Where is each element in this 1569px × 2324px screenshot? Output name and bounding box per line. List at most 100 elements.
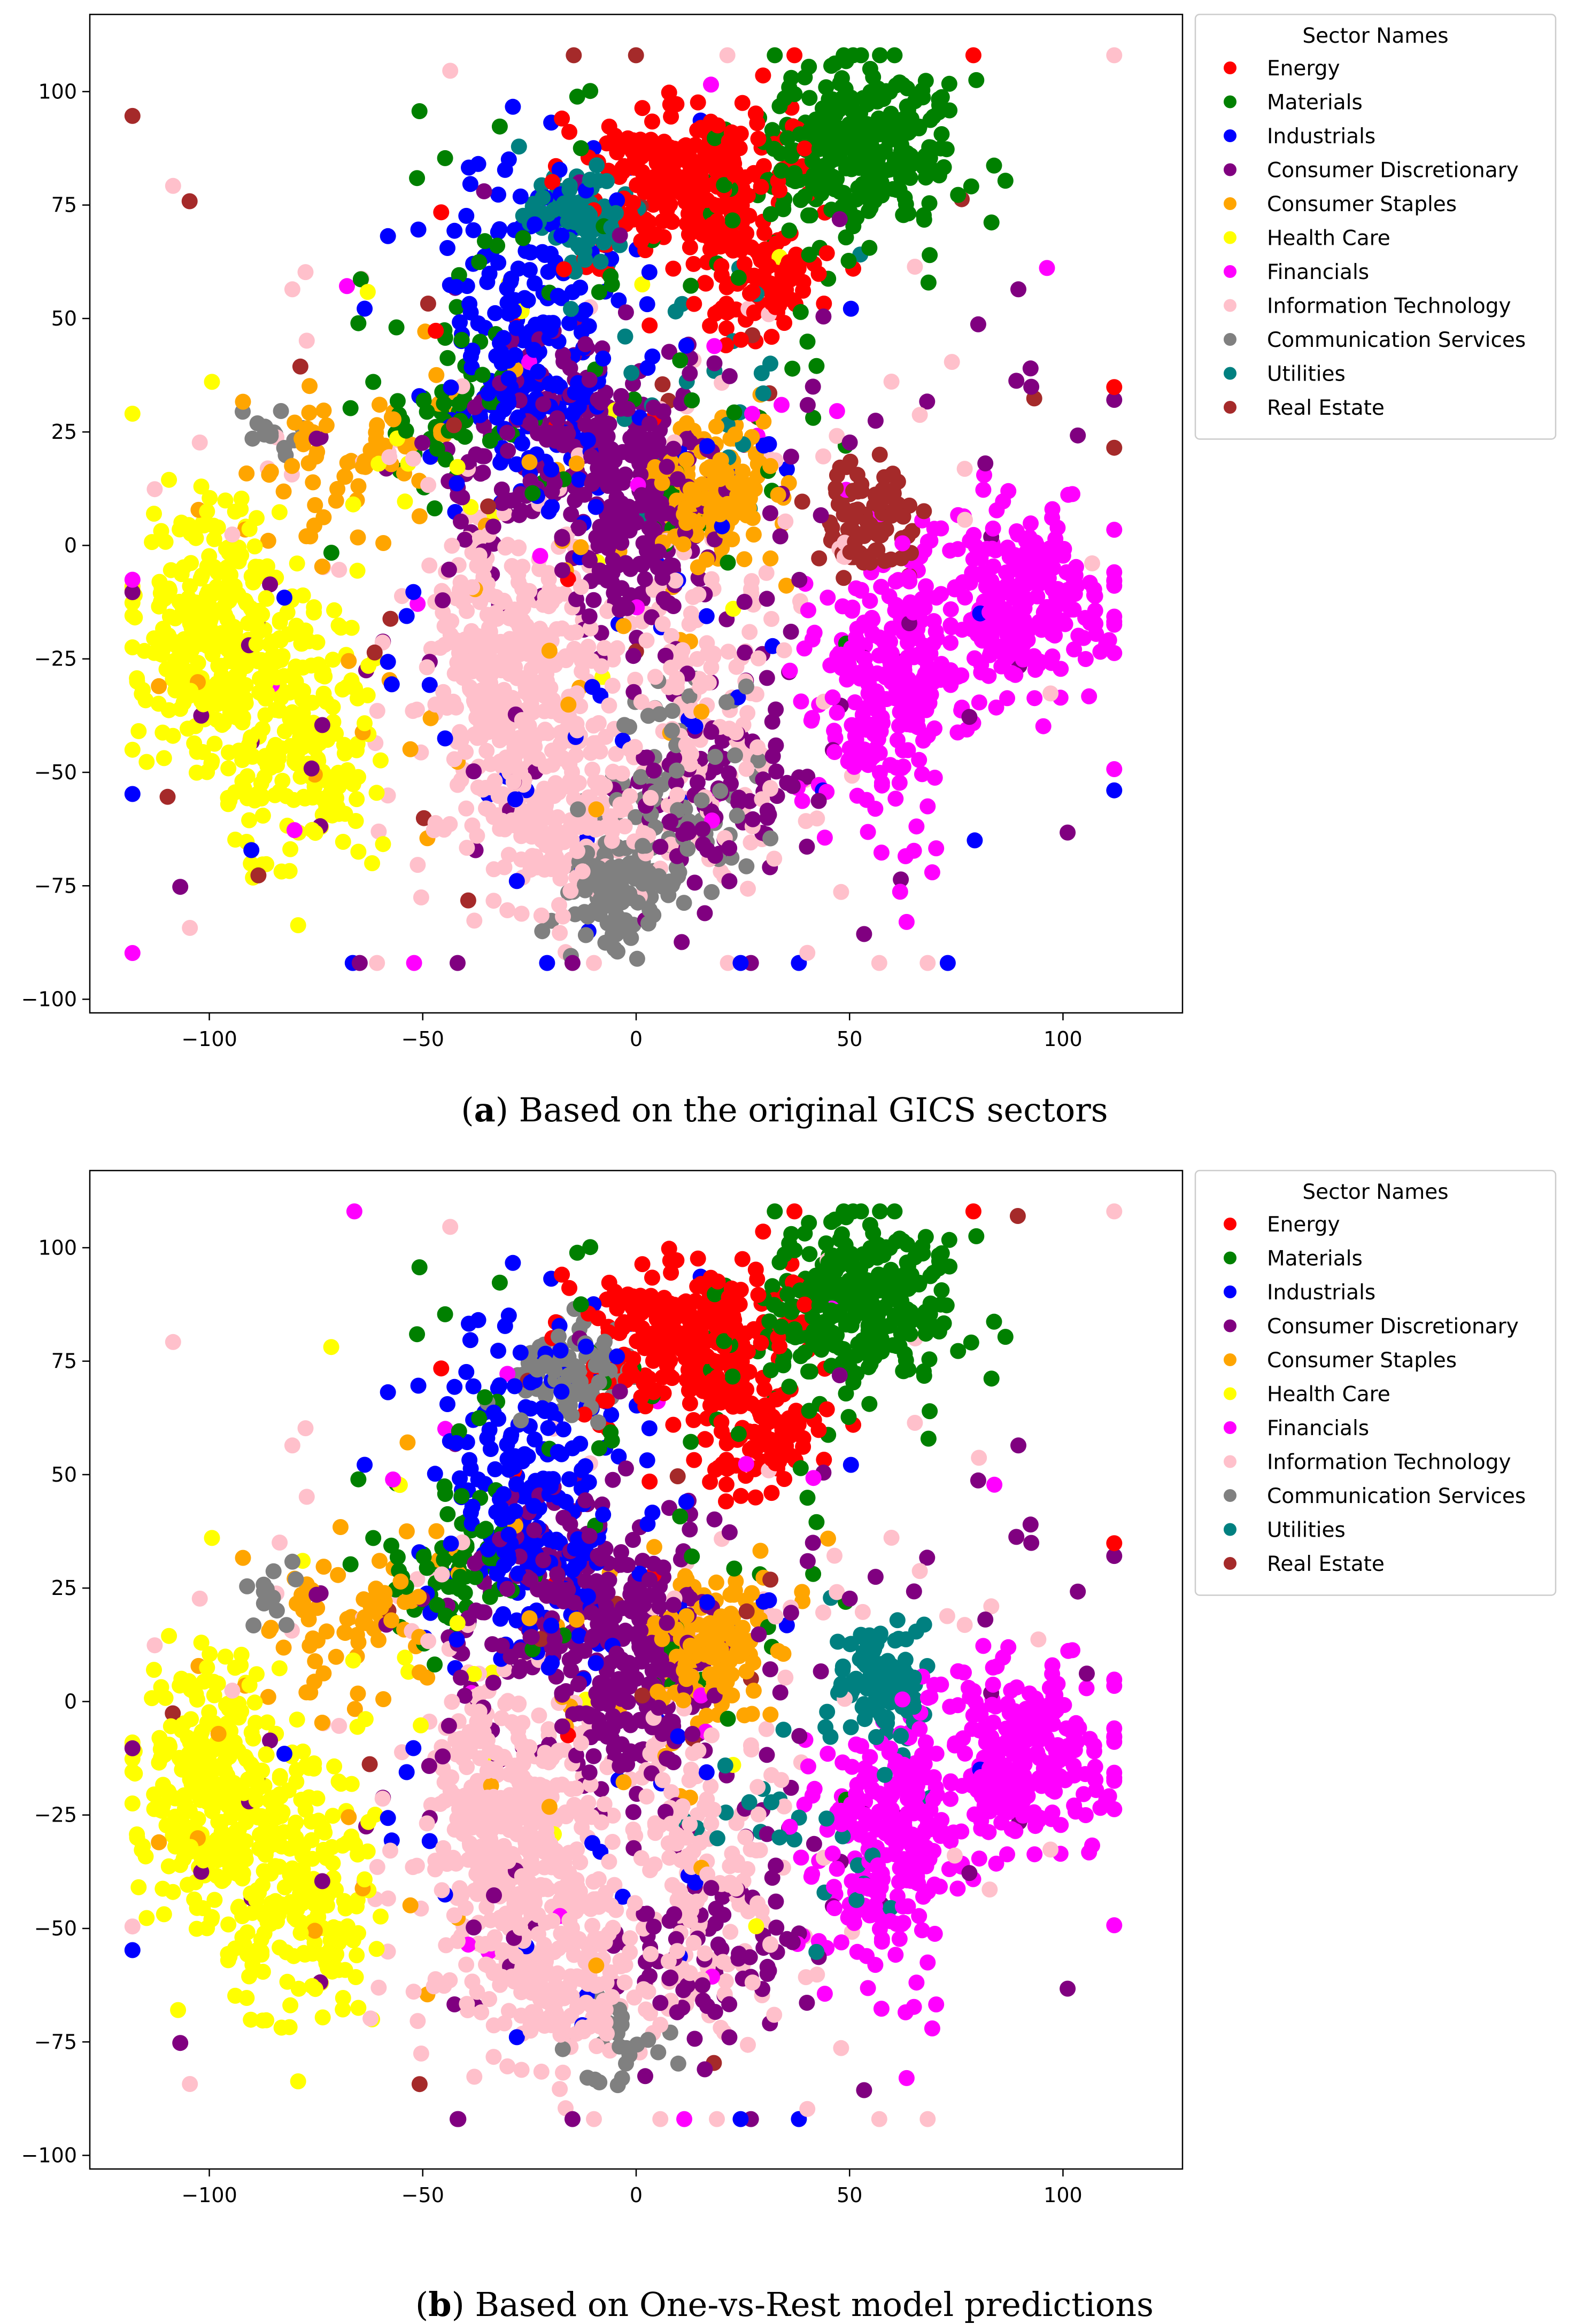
scatter-point-financials	[985, 559, 1001, 575]
scatter-point-energy	[663, 109, 679, 125]
scatter-point-consumer-discretionary	[590, 392, 606, 408]
scatter-point-materials	[825, 175, 841, 191]
scatter-point-information-technology	[511, 646, 527, 662]
scatter-point-utilities	[593, 254, 609, 270]
scatter-point-health-care	[188, 530, 204, 546]
scatter-point-health-care	[292, 724, 308, 740]
scatter-point-information-technology	[633, 694, 650, 710]
scatter-point-financials	[943, 601, 959, 617]
scatter-point-health-care	[209, 712, 225, 728]
scatter-point-consumer-discretionary	[1023, 360, 1039, 376]
scatter-point-health-care	[350, 563, 366, 579]
scatter-point-consumer-discretionary	[582, 608, 598, 624]
scatter-point-financials	[1019, 622, 1035, 638]
scatter-point-health-care	[212, 564, 228, 580]
scatter-point-communication-services	[623, 930, 639, 946]
scatter-point-consumer-staples	[699, 552, 715, 568]
y-tick-label: −25	[34, 647, 77, 671]
scatter-point-health-care	[255, 687, 271, 703]
scatter-point-financials	[848, 580, 864, 597]
scatter-point-information-technology	[534, 908, 550, 924]
scatter-point-financials	[1035, 556, 1052, 572]
scatter-point-consumer-staples	[238, 466, 254, 482]
scatter-point-information-technology	[586, 2111, 602, 2127]
scatter-point-health-care	[206, 628, 222, 644]
scatter-point-health-care	[318, 799, 334, 815]
scatter-point-financials	[894, 536, 910, 552]
scatter-point-consumer-discretionary	[485, 518, 501, 534]
scatter-point-consumer-staples	[428, 367, 444, 383]
scatter-point-information-technology	[592, 743, 608, 760]
scatter-point-information-technology	[486, 654, 502, 670]
legend-label: Information Technology	[1267, 295, 1511, 319]
scatter-point-health-care	[245, 575, 261, 591]
scatter-point-consumer-discretionary	[262, 576, 278, 592]
scatter-point-information-technology	[675, 642, 691, 658]
scatter-point-industrials	[490, 255, 506, 271]
scatter-point-materials	[845, 47, 861, 63]
scatter-point-health-care	[275, 648, 291, 664]
scatter-point-information-technology	[826, 1548, 843, 1564]
scatter-point-industrials	[384, 676, 400, 692]
scatter-point-information-technology	[809, 810, 825, 826]
scatter-point-materials	[786, 165, 802, 181]
scatter-point-real-estate	[876, 469, 892, 485]
scatter-point-consumer-discretionary	[513, 503, 529, 519]
scatter-point-communication-services	[605, 926, 621, 942]
scatter-point-industrials	[699, 438, 715, 454]
scatter-point-health-care	[290, 917, 306, 933]
scatter-point-health-care	[189, 765, 205, 781]
scatter-point-health-care	[146, 1662, 162, 1678]
scatter-point-health-care	[280, 1974, 296, 1990]
legend-label: Consumer Discretionary	[1267, 159, 1519, 183]
scatter-point-consumer-discretionary	[314, 717, 330, 733]
scatter-point-information-technology	[272, 1535, 288, 1551]
scatter-point-consumer-staples	[727, 427, 743, 443]
scatter-point-consumer-discretionary	[1060, 1981, 1076, 1997]
scatter-point-financials	[1064, 486, 1080, 502]
scatter-point-consumer-discretionary	[582, 372, 598, 388]
scatter-point-financials	[860, 824, 876, 840]
scatter-point-materials	[936, 159, 952, 175]
scatter-point-information-technology	[766, 851, 782, 867]
scatter-point-consumer-discretionary	[613, 388, 629, 404]
scatter-point-consumer-discretionary	[583, 448, 599, 464]
scatter-point-communication-services	[738, 678, 754, 694]
scatter-point-health-care	[450, 459, 466, 475]
scatter-point-materials	[921, 1431, 937, 1447]
scatter-point-financials	[901, 569, 917, 585]
scatter-point-financials	[817, 830, 833, 846]
scatter-point-industrials	[243, 842, 259, 858]
scatter-point-consumer-discretionary	[586, 592, 602, 608]
scatter-point-financials	[1001, 648, 1017, 664]
scatter-point-materials	[950, 187, 966, 203]
scatter-point-consumer-discretionary	[474, 448, 490, 464]
scatter-point-information-technology	[125, 1918, 141, 1934]
scatter-point-materials	[720, 555, 736, 571]
scatter-point-communication-services	[707, 749, 723, 765]
scatter-point-information-technology	[331, 562, 347, 578]
scatter-point-information-technology	[1042, 685, 1058, 701]
scatter-point-energy	[641, 317, 658, 334]
scatter-point-financials	[911, 752, 927, 768]
scatter-point-energy	[658, 148, 674, 164]
scatter-point-consumer-discretionary	[633, 487, 650, 503]
scatter-point-health-care	[350, 691, 366, 707]
scatter-point-energy	[677, 138, 693, 154]
scatter-point-consumer-discretionary	[703, 724, 719, 740]
scatter-point-energy	[726, 167, 743, 183]
scatter-point-health-care	[173, 515, 189, 531]
scatter-point-information-technology	[369, 955, 385, 971]
scatter-point-health-care	[189, 744, 205, 760]
scatter-point-consumer-discretionary	[565, 955, 581, 971]
scatter-point-communication-services	[577, 877, 593, 893]
scatter-point-industrials	[496, 330, 512, 346]
legend-marker	[1224, 333, 1236, 346]
scatter-point-information-technology	[515, 600, 531, 616]
scatter-point-information-technology	[444, 538, 460, 554]
scatter-point-consumer-staples	[770, 487, 786, 503]
scatter-point-real-estate	[885, 487, 901, 503]
scatter-point-industrials	[530, 363, 546, 379]
scatter-point-energy	[433, 204, 449, 220]
